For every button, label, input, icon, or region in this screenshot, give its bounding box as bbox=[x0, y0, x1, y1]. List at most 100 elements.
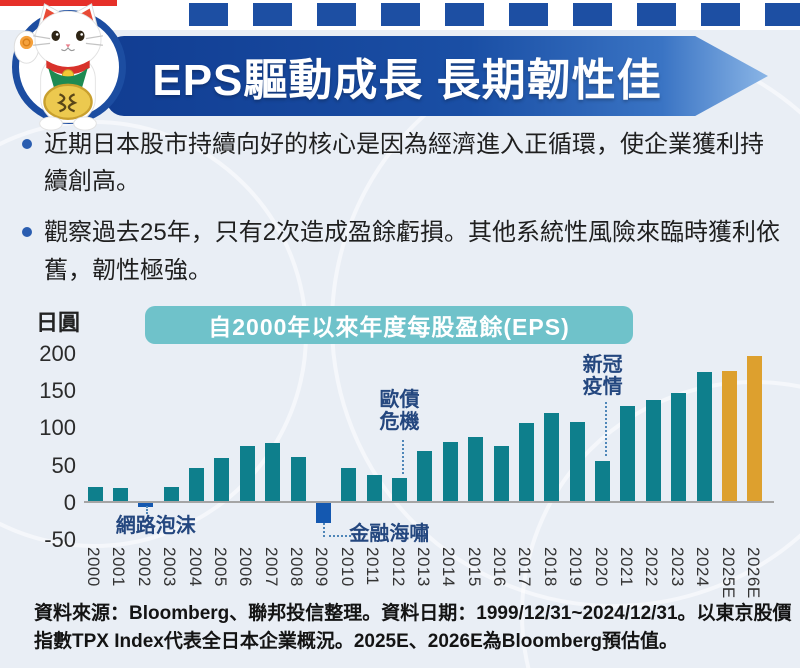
x-axis-label-2006: 2006 bbox=[236, 547, 256, 587]
bar-2016 bbox=[493, 445, 509, 503]
x-axis-label-2014: 2014 bbox=[439, 547, 459, 587]
border-square bbox=[509, 3, 548, 26]
bar-2023 bbox=[671, 392, 687, 503]
border-square bbox=[317, 3, 356, 26]
bar-2008 bbox=[290, 456, 306, 503]
x-axis-label-2010: 2010 bbox=[337, 547, 357, 587]
y-axis-tick-label: 100 bbox=[39, 415, 76, 441]
title-banner: EPS驅動成長 長期韌性佳 bbox=[106, 36, 768, 116]
bullet-text: 觀察過去25年，只有2次造成盈餘虧損。其他系統性風險來臨時獲利依舊，韌性極強。 bbox=[44, 219, 781, 284]
bar-2000 bbox=[87, 487, 103, 503]
bar-2003 bbox=[163, 486, 179, 503]
x-axis-label-2013: 2013 bbox=[413, 547, 433, 587]
border-square bbox=[445, 3, 484, 26]
chart-title: 自2000年以來年度每股盈餘(EPS) bbox=[145, 306, 633, 344]
border-square bbox=[381, 3, 420, 26]
bar-2001 bbox=[112, 488, 128, 503]
x-axis-label-2016: 2016 bbox=[490, 547, 510, 587]
chart-title-text: 自2000年以來年度每股盈餘(EPS) bbox=[208, 314, 570, 340]
bar-2021 bbox=[620, 406, 636, 503]
annotation-2002: 網路泡沫 bbox=[86, 515, 226, 537]
bar-2009 bbox=[315, 503, 331, 524]
annotation-leader-line bbox=[604, 402, 607, 456]
annotation-leader-line bbox=[329, 535, 352, 537]
bar-2007 bbox=[265, 443, 281, 503]
annotation-line: 新冠 bbox=[582, 354, 623, 376]
x-axis-label-2002: 2002 bbox=[134, 547, 154, 587]
bar-2014 bbox=[442, 441, 458, 503]
bar-2010 bbox=[341, 467, 357, 503]
annotation-leader-line bbox=[145, 506, 148, 514]
annotation-line: 歐債 bbox=[379, 389, 420, 411]
x-axis-label-2003: 2003 bbox=[160, 547, 180, 587]
annotation-2009: 金融海嘯 bbox=[319, 523, 459, 545]
border-square bbox=[573, 3, 612, 26]
y-axis-tick-label: 50 bbox=[51, 452, 76, 478]
border-square bbox=[253, 3, 292, 26]
page-title: EPS驅動成長 長期韌性佳 bbox=[152, 56, 662, 105]
annotation-2012: 歐債 危機 bbox=[330, 389, 470, 433]
annotation-leader-line bbox=[401, 440, 404, 474]
bar-2012 bbox=[392, 478, 408, 503]
lucky-cat-icon bbox=[13, 3, 103, 131]
x-axis-label-2019: 2019 bbox=[566, 547, 586, 587]
annotation-2020: 新冠 疫情 bbox=[533, 354, 673, 398]
x-axis-label-2018: 2018 bbox=[540, 547, 560, 587]
bar-2025E bbox=[722, 370, 737, 503]
bar-2020 bbox=[595, 461, 611, 503]
border-square bbox=[637, 3, 676, 26]
x-axis-label-2000: 2000 bbox=[84, 547, 103, 587]
annotation-leader-line bbox=[323, 523, 326, 537]
x-axis-label-2015: 2015 bbox=[464, 547, 484, 587]
y-axis-unit-label: 日圓 bbox=[36, 310, 81, 335]
bar-2017 bbox=[518, 423, 534, 503]
x-axis-label-2012: 2012 bbox=[388, 547, 408, 587]
bar-2006 bbox=[239, 446, 255, 503]
annotation-line: 金融海嘯 bbox=[349, 523, 430, 545]
bar-2011 bbox=[366, 474, 382, 503]
border-square bbox=[189, 3, 228, 26]
x-axis-label-2007: 2007 bbox=[261, 547, 281, 587]
bar-2015 bbox=[468, 436, 484, 503]
red-accent-bar bbox=[0, 0, 117, 6]
bullet-item: 觀察過去25年，只有2次造成盈餘虧損。其他系統性風險來臨時獲利依舊，韌性極強。 bbox=[18, 214, 786, 288]
bullet-text: 近期日本股市持續向好的核心是因為經濟進入正循環，使企業獲利持續創高。 bbox=[44, 131, 764, 196]
x-axis-label-2011: 2011 bbox=[363, 547, 383, 586]
x-axis-label-2001: 2001 bbox=[109, 547, 129, 587]
x-axis-label-2017: 2017 bbox=[515, 547, 535, 587]
annotation-line: 網路泡沫 bbox=[115, 515, 196, 537]
x-axis-label-2020: 2020 bbox=[591, 547, 611, 587]
bar-2026E bbox=[747, 356, 763, 503]
x-axis-label-2005: 2005 bbox=[210, 547, 230, 587]
x-axis-label-2023: 2023 bbox=[667, 547, 687, 587]
x-axis-label-2026E: 2026E bbox=[743, 547, 763, 599]
bar-2013 bbox=[417, 450, 433, 503]
key-points-list: 近期日本股市持續向好的核心是因為經濟進入正循環，使企業獲利持續創高。 觀察過去2… bbox=[18, 126, 786, 303]
annotation-line: 疫情 bbox=[582, 376, 623, 398]
y-axis-tick-label: -50 bbox=[44, 527, 76, 553]
bar-2002 bbox=[138, 503, 154, 507]
bullet-item: 近期日本股市持續向好的核心是因為經濟進入正循環，使企業獲利持續創高。 bbox=[18, 126, 786, 200]
border-square bbox=[701, 3, 740, 26]
x-axis-label-2021: 2021 bbox=[616, 547, 636, 587]
y-axis-tick-label: 200 bbox=[39, 340, 76, 366]
zero-axis-line bbox=[84, 501, 774, 503]
x-axis-label-2009: 2009 bbox=[312, 547, 332, 587]
x-axis-label-2024: 2024 bbox=[693, 547, 713, 587]
bar-2018 bbox=[544, 413, 560, 503]
x-axis-label-2025E: 2025E bbox=[718, 547, 738, 599]
bar-2024 bbox=[696, 372, 712, 503]
bar-2004 bbox=[189, 467, 205, 503]
bar-2022 bbox=[645, 400, 661, 503]
source-note: 資料來源：Bloomberg、聯邦投信整理。資料日期：1999/12/31~20… bbox=[34, 603, 792, 652]
annotation-line: 危機 bbox=[379, 411, 420, 433]
bar-2019 bbox=[569, 421, 585, 503]
x-axis-label-2004: 2004 bbox=[185, 547, 205, 587]
border-square bbox=[765, 3, 800, 26]
x-axis-label-2008: 2008 bbox=[287, 547, 307, 587]
y-axis-tick-label: 150 bbox=[39, 378, 76, 404]
x-axis-label-2022: 2022 bbox=[642, 547, 662, 587]
bar-2005 bbox=[214, 458, 230, 503]
y-axis-tick-label: 0 bbox=[63, 490, 76, 515]
